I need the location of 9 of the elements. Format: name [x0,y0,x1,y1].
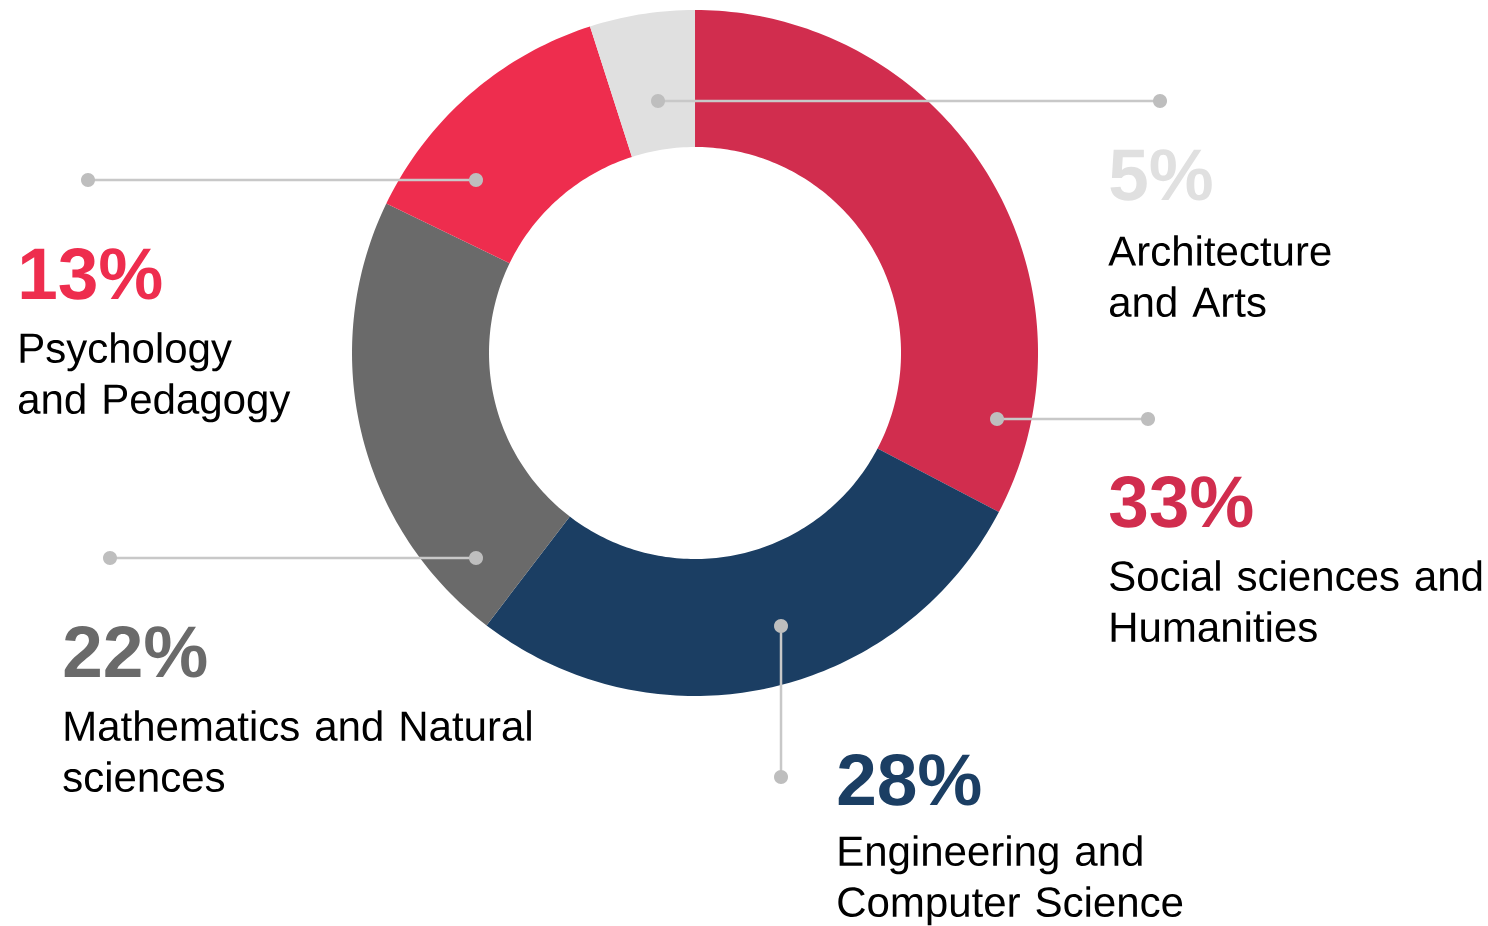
slice-label: Mathematics and Natural sciences [63,710,531,793]
data-label: 22% [64,626,207,678]
slice-label: Social sciences and Humanities [1110,560,1482,643]
slice-label: Engineering and Computer Science [838,835,1183,926]
data-label: 33% [1109,476,1253,528]
slice-label: Architecture and Arts [1108,235,1331,318]
slice-label: Psychology and Pedagogy [18,332,291,423]
data-label: 28% [838,754,981,806]
data-label: 13% [21,248,162,300]
